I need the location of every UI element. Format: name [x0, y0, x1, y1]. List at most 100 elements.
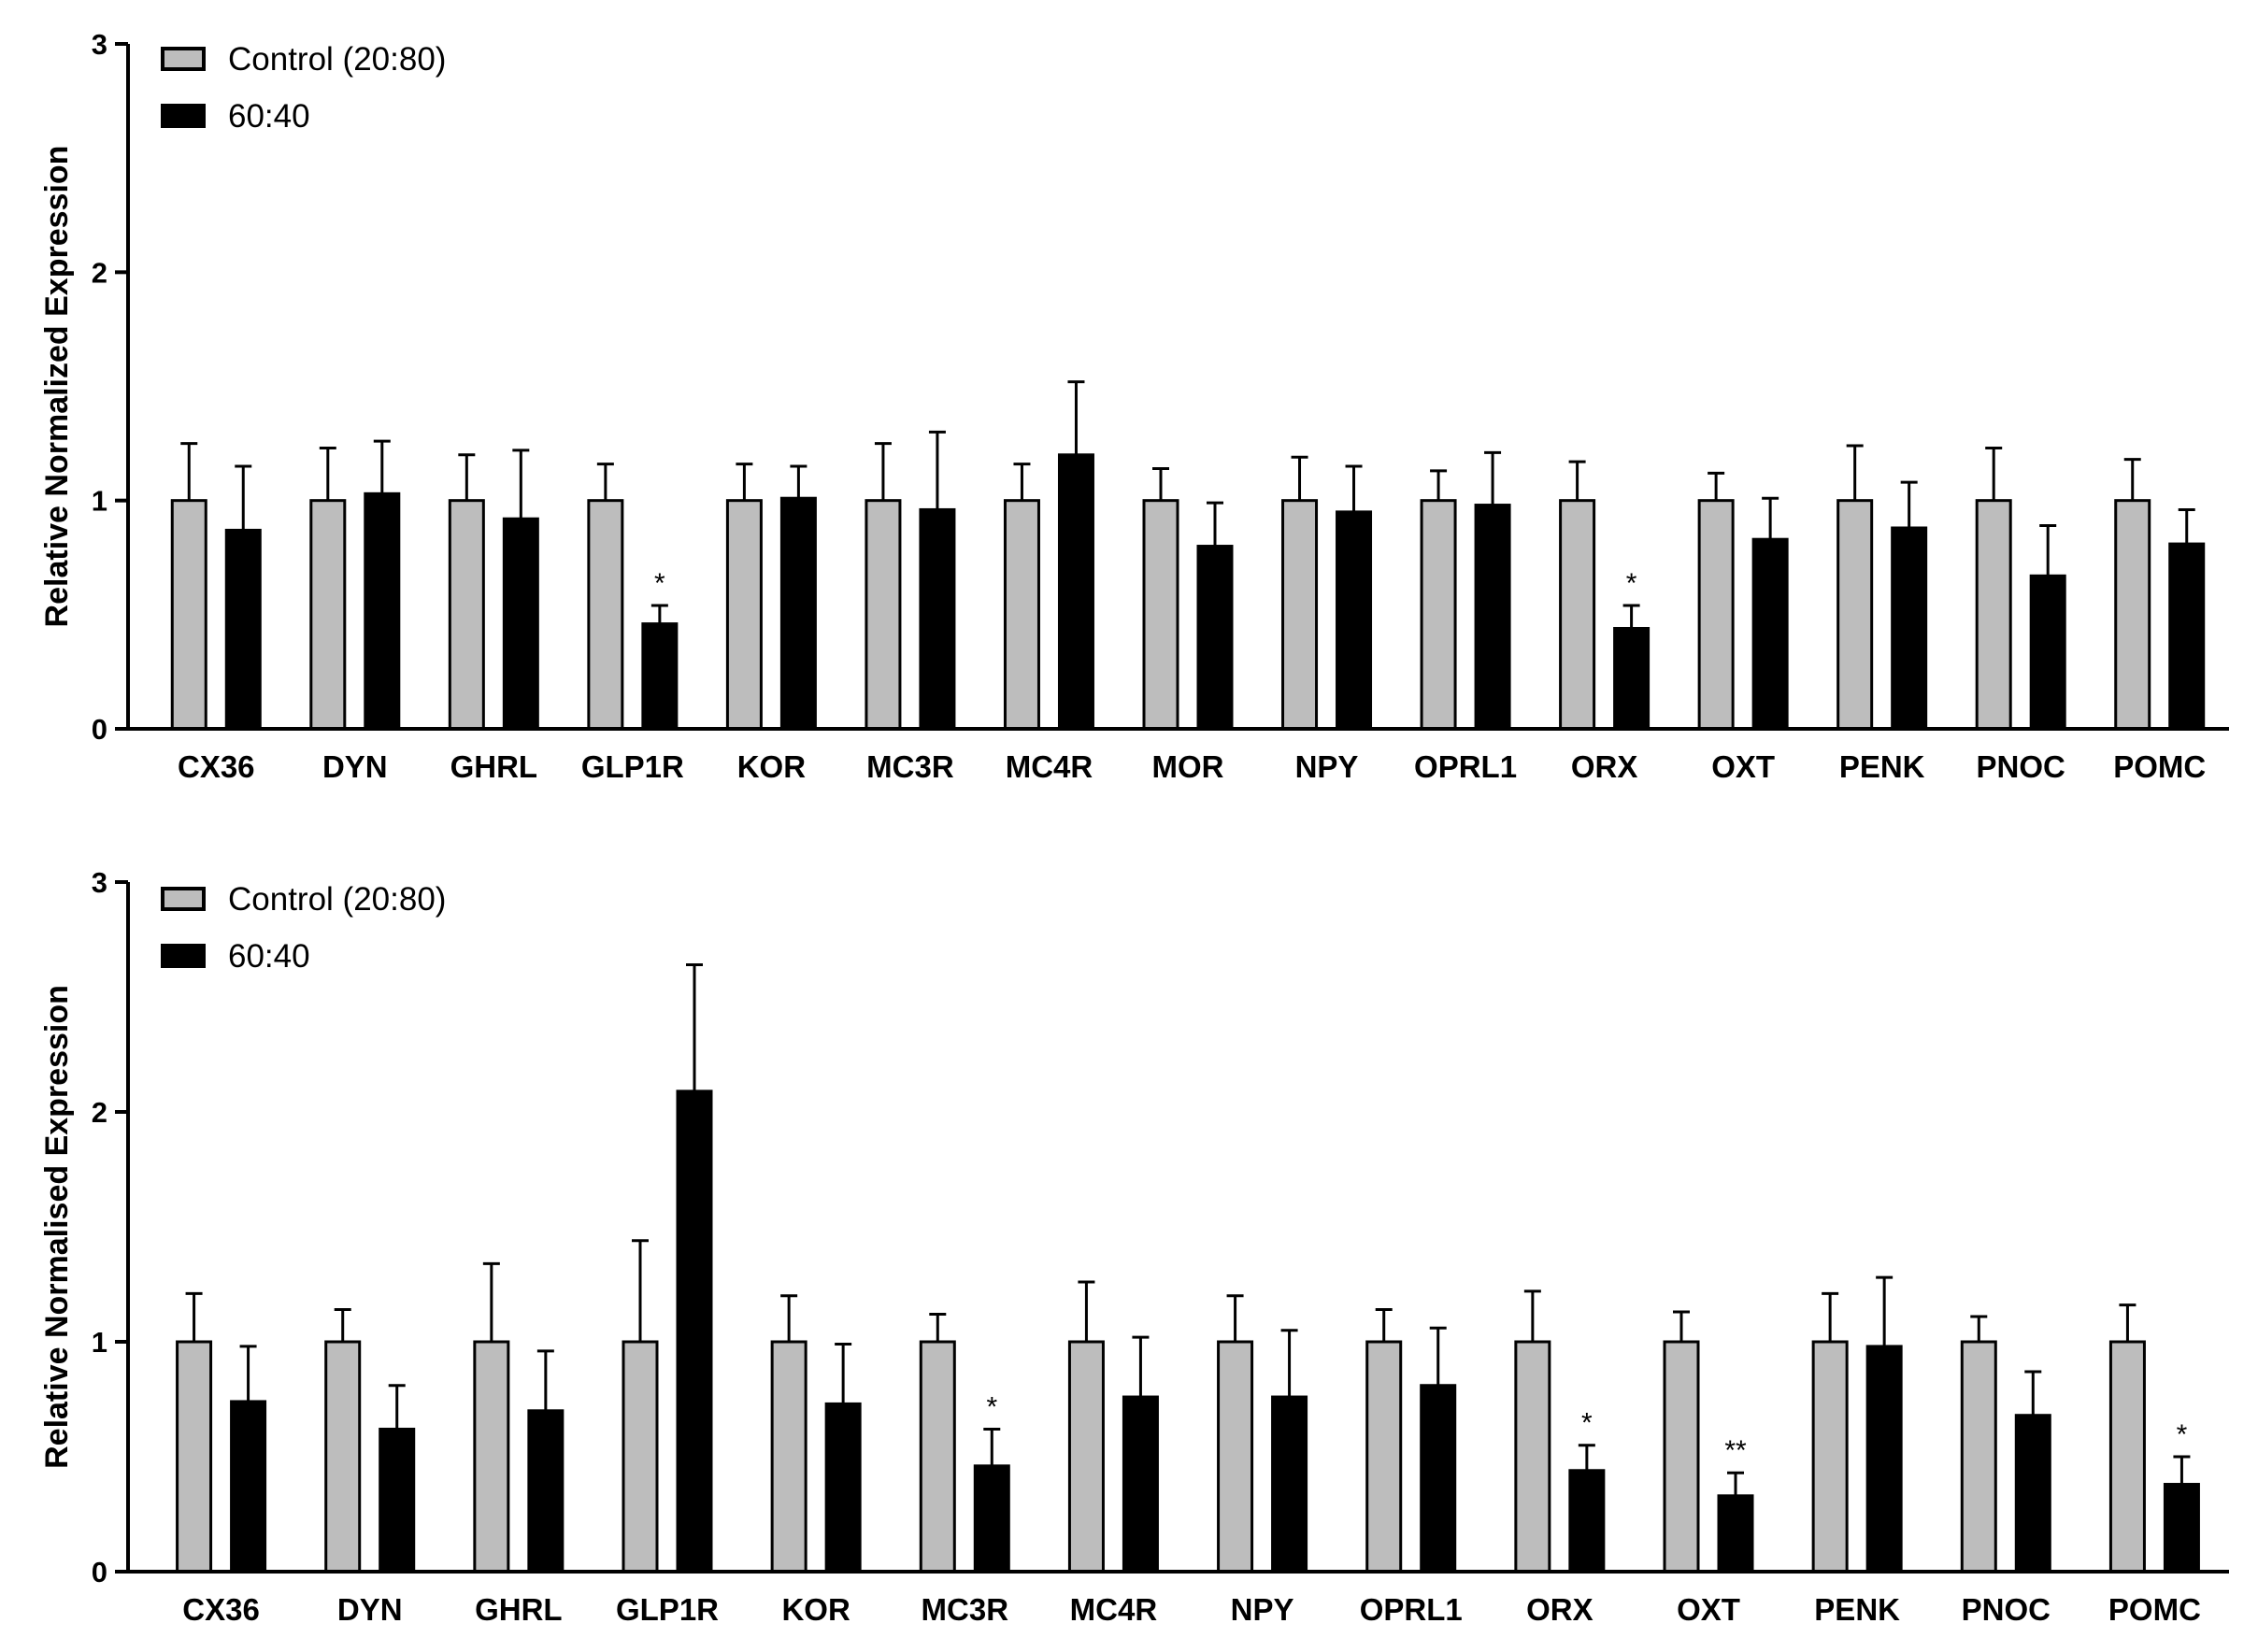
- bar-oxt-control-20-80: [1663, 1340, 1700, 1574]
- y-tick-label-3: 3: [92, 28, 107, 61]
- bar-mc3r-control-20-80: [865, 499, 902, 731]
- x-tick-label-dyn: DYN: [337, 1592, 403, 1627]
- bar-cx36-control-20-80: [170, 499, 207, 731]
- significance-oxt: **: [1724, 1435, 1747, 1466]
- legend-swatch-60-40: [161, 944, 206, 968]
- x-tick-label-pnoc: PNOC: [1977, 749, 2065, 784]
- x-tick-label-cx36: CX36: [182, 1592, 260, 1627]
- x-tick-label-orx: ORX: [1571, 749, 1638, 784]
- x-tick-label-penk: PENK: [1814, 1592, 1900, 1627]
- bar-glp1r-60-40: [676, 1089, 713, 1574]
- bar-glp1r-60-40: [641, 622, 679, 731]
- significance-mc3r: *: [986, 1391, 997, 1422]
- x-tick-label-oxt: OXT: [1711, 749, 1775, 784]
- bar-pomc-control-20-80: [2108, 1340, 2146, 1574]
- x-tick-label-pomc: POMC: [2108, 1592, 2201, 1627]
- bar-oxt-60-40: [1751, 537, 1789, 731]
- x-tick-label-kor: KOR: [737, 749, 807, 784]
- bar-mc4r-control-20-80: [1067, 1340, 1105, 1574]
- bar-mc3r-60-40: [919, 507, 956, 731]
- x-tick-label-kor: KOR: [781, 1592, 850, 1627]
- bar-npy-60-40: [1271, 1395, 1308, 1574]
- x-tick-label-npy: NPY: [1295, 749, 1359, 784]
- bar-kor-control-20-80: [725, 499, 763, 731]
- bar-penk-control-20-80: [1836, 499, 1874, 731]
- bar-oprl1-60-40: [1420, 1384, 1457, 1574]
- bar-pomc-60-40: [2168, 542, 2206, 731]
- x-tick-label-oxt: OXT: [1677, 1592, 1740, 1627]
- bar-mc4r-60-40: [1057, 453, 1094, 731]
- bar-glp1r-control-20-80: [622, 1340, 659, 1574]
- x-tick-label-mc3r: MC3R: [866, 749, 954, 784]
- bar-kor-60-40: [779, 496, 817, 731]
- bar-npy-60-40: [1336, 510, 1373, 731]
- x-tick-label-mc4r: MC4R: [1006, 749, 1093, 784]
- bar-pnoc-60-40: [2014, 1414, 2051, 1574]
- bar-pnoc-control-20-80: [1960, 1340, 1997, 1574]
- x-tick-label-pomc: POMC: [2113, 749, 2206, 784]
- x-tick-label-npy: NPY: [1231, 1592, 1294, 1627]
- legend-swatch-60-40: [161, 104, 206, 128]
- bar-kor-control-20-80: [770, 1340, 807, 1574]
- bar-oxt-60-40: [1717, 1494, 1754, 1574]
- bar-pnoc-60-40: [2029, 574, 2066, 731]
- significance-orx: *: [1626, 568, 1637, 599]
- y-tick-label-2: 2: [92, 256, 107, 289]
- bar-orx-control-20-80: [1514, 1340, 1551, 1574]
- bar-oxt-control-20-80: [1697, 499, 1735, 731]
- bar-kor-60-40: [824, 1402, 862, 1574]
- bar-mc3r-control-20-80: [919, 1340, 956, 1574]
- y-tick-label-1: 1: [92, 1326, 107, 1359]
- legend-swatch-control-20-80: [161, 47, 206, 71]
- x-tick-label-mor: MOR: [1152, 749, 1224, 784]
- x-tick-label-mc4r: MC4R: [1070, 1592, 1158, 1627]
- bar-dyn-60-40: [379, 1427, 416, 1574]
- bar-mc4r-60-40: [1122, 1395, 1159, 1574]
- legend-label-60-40: 60:40: [228, 938, 310, 975]
- significance-orx: *: [1581, 1408, 1593, 1439]
- legend-label-60-40: 60:40: [228, 98, 310, 135]
- bar-orx-control-20-80: [1559, 499, 1596, 731]
- bar-glp1r-control-20-80: [587, 499, 624, 731]
- x-tick-label-orx: ORX: [1526, 1592, 1593, 1627]
- bar-mor-60-40: [1196, 545, 1234, 731]
- x-tick-label-oprl1: OPRL1: [1414, 749, 1517, 784]
- bar-ghrl-control-20-80: [473, 1340, 510, 1574]
- x-tick-label-dyn: DYN: [322, 749, 388, 784]
- x-tick-label-ghrl: GHRL: [475, 1592, 563, 1627]
- x-tick-label-glp1r: GLP1R: [581, 749, 684, 784]
- bar-mc4r-control-20-80: [1003, 499, 1040, 731]
- bar-penk-control-20-80: [1811, 1340, 1849, 1574]
- bar-oprl1-control-20-80: [1365, 1340, 1403, 1574]
- bar-pnoc-control-20-80: [1975, 499, 2012, 731]
- bar-penk-60-40: [1865, 1345, 1903, 1574]
- x-tick-label-pnoc: PNOC: [1962, 1592, 2051, 1627]
- bar-ghrl-60-40: [502, 517, 539, 731]
- bar-npy-control-20-80: [1217, 1340, 1254, 1574]
- bar-cx36-60-40: [224, 528, 262, 731]
- x-tick-label-cx36: CX36: [178, 749, 255, 784]
- bar-pomc-60-40: [2163, 1483, 2200, 1574]
- significance-pomc: *: [2177, 1419, 2188, 1450]
- bar-mor-control-20-80: [1142, 499, 1179, 731]
- y-axis-title: Relative Normalized Expression: [39, 146, 75, 628]
- x-tick-label-ghrl: GHRL: [450, 749, 538, 784]
- chart-panel-bottom: CX36 DYN GHRL GLP1R KOR MC3R MC4R NPY OPRL1 ORX OX…: [39, 866, 2229, 1627]
- significance-glp1r: *: [654, 568, 665, 599]
- y-tick-label-2: 2: [92, 1096, 107, 1129]
- bar-cx36-control-20-80: [176, 1340, 213, 1574]
- bar-orx-60-40: [1568, 1469, 1606, 1574]
- y-tick-label-0: 0: [92, 1556, 107, 1588]
- x-tick-label-mc3r: MC3R: [922, 1592, 1009, 1627]
- bar-pomc-control-20-80: [2114, 499, 2151, 731]
- bar-dyn-control-20-80: [324, 1340, 362, 1574]
- x-tick-label-penk: PENK: [1839, 749, 1925, 784]
- bar-ghrl-60-40: [527, 1409, 564, 1574]
- bar-npy-control-20-80: [1281, 499, 1319, 731]
- x-tick-label-glp1r: GLP1R: [616, 1592, 719, 1627]
- y-tick-label-0: 0: [92, 713, 107, 746]
- bar-dyn-60-40: [364, 491, 401, 731]
- y-axis-title: Relative Normalised Expression: [39, 985, 75, 1469]
- bar-oprl1-60-40: [1474, 504, 1511, 731]
